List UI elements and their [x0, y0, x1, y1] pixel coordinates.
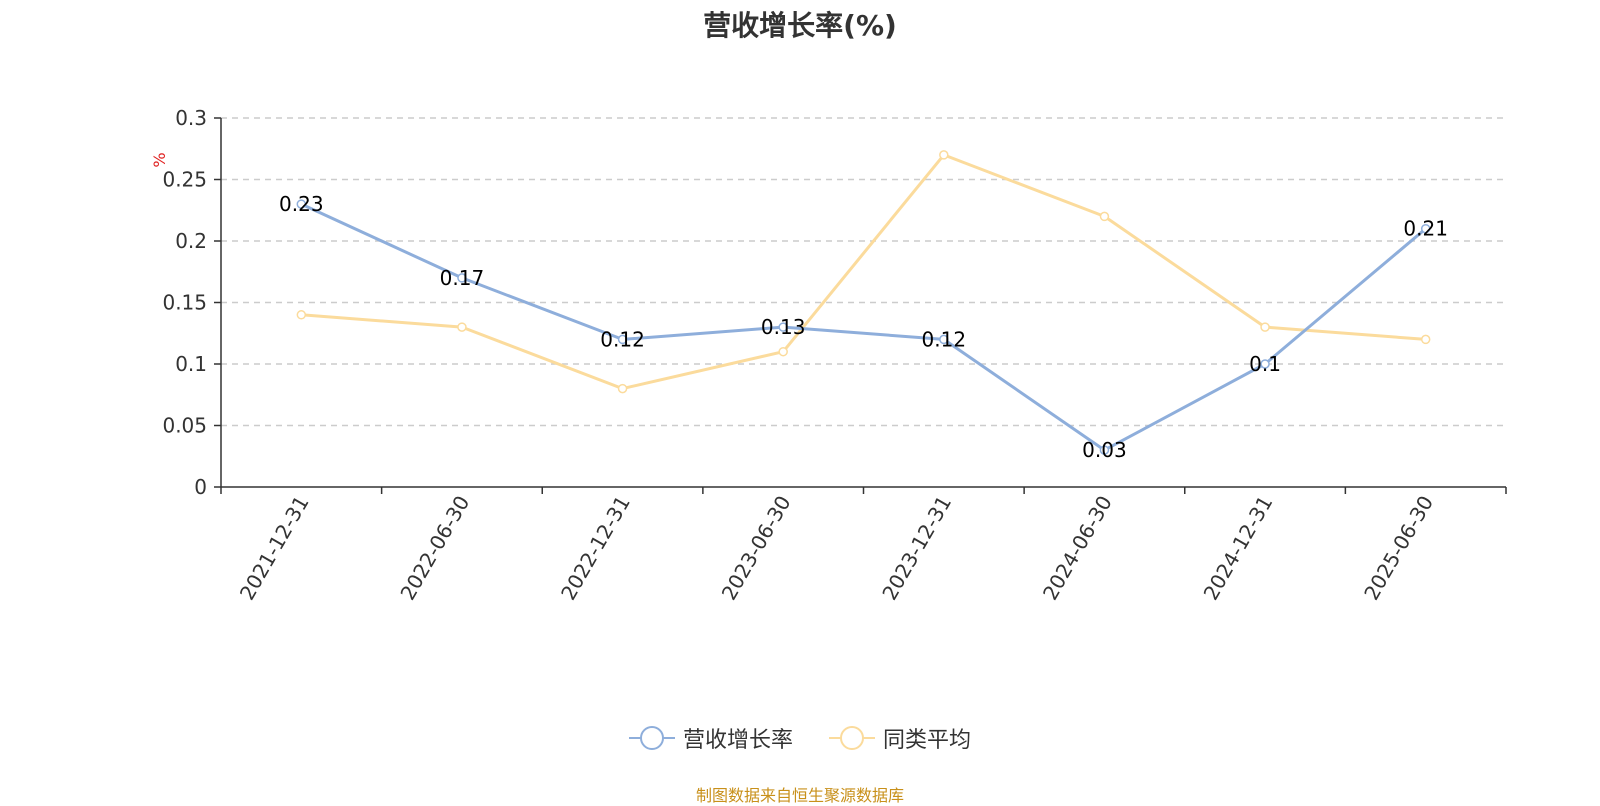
data-label: 0.21 — [1403, 217, 1448, 241]
data-label: 0.12 — [922, 327, 967, 351]
data-label: 0.12 — [600, 327, 645, 351]
y-tick-label: 0.25 — [162, 168, 207, 192]
data-point — [296, 199, 307, 209]
legend: 营收增长率 同类平均 — [0, 722, 1600, 754]
y-tick-label: 0.3 — [175, 106, 207, 130]
data-point — [457, 273, 467, 283]
x-tick-label: 2022-12-31 — [556, 492, 635, 605]
y-tick-label: 0.1 — [175, 352, 207, 376]
series-line — [301, 153, 1426, 391]
legend-label-peer-average: 同类平均 — [883, 728, 972, 753]
x-tick-label: 2024-06-30 — [1038, 492, 1117, 605]
data-point — [778, 322, 788, 332]
y-tick-label: 0.2 — [175, 229, 207, 253]
legend-item-revenue-growth[interactable]: 营收增长率 — [628, 722, 793, 754]
data-point — [939, 334, 949, 345]
data-point — [296, 310, 307, 320]
series-line — [300, 202, 1427, 452]
x-tick-label: 2021-12-31 — [235, 492, 314, 605]
data-label: 0.03 — [1082, 438, 1127, 462]
data-label: 0.13 — [761, 315, 806, 339]
chart-title: 营收增长率(%) — [703, 9, 897, 42]
data-point — [457, 322, 467, 332]
source-note: 制图数据来自恒生聚源数据库 — [695, 786, 904, 805]
data-point — [617, 334, 628, 345]
data-point — [617, 383, 628, 394]
x-tick-label: 2022-06-30 — [395, 492, 474, 605]
x-tick-label: 2023-06-30 — [717, 492, 796, 605]
y-tick-label: 0.15 — [162, 291, 207, 315]
data-point — [1420, 223, 1431, 234]
x-tick-label: 2023-12-31 — [877, 492, 956, 605]
data-point — [1260, 359, 1270, 369]
y-axis-label: % — [150, 152, 169, 167]
line-chart: 0 0.05 0.1 0.15 0.2 0.25 0.3% 2021-12-31 2022-06… — [150, 106, 1507, 605]
data-point — [1260, 322, 1270, 332]
y-tick-label: 0 — [194, 475, 207, 499]
data-label: 0.1 — [1249, 352, 1281, 376]
data-point — [778, 346, 788, 357]
y-tick-label: 0.05 — [162, 414, 207, 438]
data-point — [1099, 445, 1110, 455]
data-point — [1420, 334, 1431, 345]
legend-label-revenue-growth: 营收增长率 — [682, 728, 793, 753]
data-label: 0.17 — [440, 266, 485, 290]
data-point — [1099, 211, 1110, 222]
x-tick-label: 2025-06-30 — [1359, 492, 1438, 605]
data-label: 0.23 — [279, 192, 324, 216]
legend-item-peer-average[interactable]: 同类平均 — [829, 722, 971, 754]
x-tick-label: 2024-12-31 — [1198, 492, 1277, 605]
legend-swatch-revenue-growth — [628, 725, 675, 751]
legend-swatch-peer-average — [829, 725, 875, 751]
data-point — [939, 150, 949, 160]
